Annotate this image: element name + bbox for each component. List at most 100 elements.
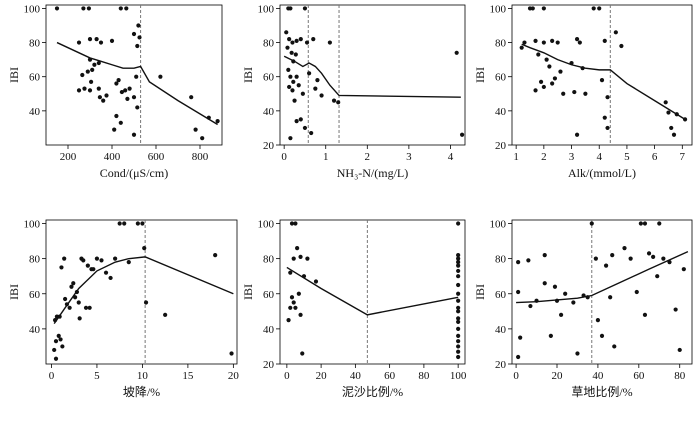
data-point bbox=[76, 88, 82, 93]
axis-ticks: 0 20 40 60 80 20 40 60 80 100 bbox=[490, 219, 686, 382]
x-tick-label: 5 bbox=[624, 151, 630, 163]
y-tick-label: 100 bbox=[490, 219, 507, 231]
x-tick-label: 0 bbox=[284, 370, 290, 382]
data-point bbox=[81, 258, 86, 263]
data-point bbox=[642, 312, 648, 317]
data-point bbox=[456, 291, 461, 296]
data-point bbox=[69, 284, 74, 289]
scatter-points bbox=[284, 6, 465, 141]
data-point bbox=[666, 110, 671, 115]
data-point bbox=[59, 265, 64, 270]
data-point bbox=[663, 100, 668, 105]
data-point bbox=[131, 31, 137, 37]
data-point bbox=[293, 52, 298, 57]
y-tick-label: 40 bbox=[263, 324, 275, 336]
trend-line bbox=[53, 256, 234, 325]
trend-line bbox=[56, 41, 218, 126]
data-point bbox=[642, 221, 648, 226]
x-tick-label: 40 bbox=[350, 370, 362, 382]
panel-conductivity: 200 400 600 800 40 60 80 100 Cond/(μS/cm) IBI bbox=[7, 3, 223, 180]
data-point bbox=[288, 6, 293, 11]
y-tick-label: 80 bbox=[263, 38, 275, 50]
data-point bbox=[456, 319, 461, 324]
data-point bbox=[53, 356, 59, 361]
data-point bbox=[669, 125, 674, 131]
panel-slope: 0 5 10 15 20 40 60 80 100 坡降/% IBI bbox=[7, 219, 239, 399]
data-point bbox=[123, 88, 128, 93]
x-tick-label: 15 bbox=[182, 370, 194, 382]
y-tick-label: 60 bbox=[495, 72, 507, 84]
x-tick-label: 0 bbox=[49, 370, 55, 382]
data-point bbox=[619, 43, 624, 49]
data-point bbox=[533, 88, 538, 93]
trend-line bbox=[286, 266, 459, 316]
data-point bbox=[541, 84, 546, 90]
data-point bbox=[294, 38, 299, 43]
data-point bbox=[538, 79, 544, 84]
data-point bbox=[96, 86, 101, 91]
data-point bbox=[552, 284, 558, 289]
data-point bbox=[456, 326, 461, 331]
x-tick-label: 1 bbox=[323, 151, 329, 163]
data-point bbox=[81, 6, 86, 11]
data-point bbox=[109, 38, 115, 43]
data-point bbox=[530, 6, 535, 11]
data-point bbox=[298, 254, 303, 259]
data-point bbox=[456, 256, 461, 261]
data-point bbox=[87, 37, 93, 42]
axis-ticks: 0 5 10 15 20 40 60 80 100 bbox=[24, 219, 240, 382]
data-point bbox=[591, 6, 596, 11]
y-tick-label: 80 bbox=[263, 254, 275, 266]
data-point bbox=[290, 40, 295, 45]
data-point bbox=[76, 300, 81, 305]
y-tick-label: 60 bbox=[29, 72, 41, 84]
data-point bbox=[541, 6, 546, 11]
data-point bbox=[127, 86, 132, 91]
data-point bbox=[292, 98, 297, 103]
data-point bbox=[302, 6, 308, 11]
data-point bbox=[137, 35, 142, 40]
data-point bbox=[62, 256, 67, 261]
y-tick-label: 80 bbox=[29, 38, 41, 50]
data-point bbox=[459, 132, 465, 137]
data-point bbox=[76, 40, 82, 45]
data-point bbox=[595, 317, 601, 323]
data-point bbox=[547, 64, 552, 69]
trend-line bbox=[516, 250, 689, 304]
data-point bbox=[456, 333, 461, 339]
data-point bbox=[58, 337, 63, 342]
data-point bbox=[593, 256, 598, 261]
data-point bbox=[288, 305, 293, 310]
data-point bbox=[140, 221, 145, 226]
x-tick-label: 80 bbox=[418, 370, 430, 382]
data-point bbox=[116, 78, 121, 83]
y-tick-label: 100 bbox=[490, 3, 507, 15]
axis-ticks: 0 20 40 60 80 100 20 40 60 80 100 bbox=[258, 219, 467, 382]
data-point bbox=[311, 37, 316, 42]
data-point bbox=[599, 78, 605, 83]
data-point bbox=[213, 253, 218, 258]
data-point bbox=[589, 221, 594, 226]
y-tick-label: 80 bbox=[495, 254, 507, 266]
data-point bbox=[291, 300, 296, 305]
data-point bbox=[548, 333, 553, 339]
data-point bbox=[456, 298, 461, 303]
data-point bbox=[456, 268, 461, 274]
data-point bbox=[87, 88, 93, 93]
data-point bbox=[583, 91, 588, 96]
data-point bbox=[298, 117, 303, 122]
x-tick-label: 0 bbox=[281, 151, 287, 163]
data-point bbox=[516, 260, 521, 265]
x-tick-label: 100 bbox=[450, 370, 467, 382]
data-point bbox=[574, 132, 580, 137]
data-point bbox=[298, 37, 303, 42]
data-point bbox=[602, 38, 607, 43]
data-point bbox=[309, 130, 314, 136]
data-point bbox=[613, 30, 618, 35]
data-point bbox=[298, 312, 303, 317]
data-point bbox=[289, 50, 294, 55]
data-point bbox=[336, 100, 341, 105]
data-point bbox=[90, 67, 95, 72]
data-point bbox=[86, 6, 91, 11]
